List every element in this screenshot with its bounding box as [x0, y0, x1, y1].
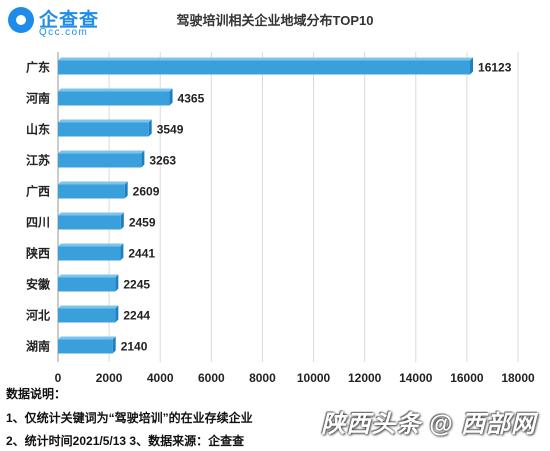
- bar-2: [58, 122, 149, 137]
- category-label-7: 安徽: [26, 277, 51, 292]
- qcc-logo-icon: [8, 7, 34, 33]
- bar-top-9: [58, 336, 116, 340]
- x-tick-label-6: 12000: [348, 371, 382, 385]
- bar-side-1: [169, 88, 173, 106]
- bar-9: [58, 339, 113, 354]
- bar-side-7: [115, 274, 119, 292]
- bar-side-3: [141, 150, 145, 168]
- value-label-0: 16123: [478, 61, 512, 75]
- bar-0: [58, 60, 471, 75]
- bar-side-5: [120, 212, 124, 230]
- bar-3: [58, 153, 142, 168]
- category-label-5: 四川: [26, 216, 50, 230]
- x-tick-label-8: 16000: [450, 371, 484, 385]
- category-label-1: 河南: [25, 91, 50, 106]
- notes-heading: 数据说明：: [6, 387, 67, 401]
- category-label-2: 山东: [26, 122, 50, 137]
- bar-top-6: [58, 243, 124, 247]
- value-label-4: 2609: [133, 185, 160, 199]
- bar-top-5: [58, 212, 124, 216]
- x-tick-label-3: 6000: [198, 371, 225, 385]
- bar-top-7: [58, 274, 119, 278]
- value-label-2: 3549: [157, 123, 184, 137]
- value-label-9: 2140: [121, 340, 148, 354]
- value-label-6: 2441: [128, 247, 155, 261]
- bar-8: [58, 308, 116, 323]
- x-tick-label-2: 4000: [147, 371, 174, 385]
- logo-name-en: Qcc.com: [39, 27, 89, 38]
- bar-side-0: [470, 57, 474, 75]
- value-label-5: 2459: [129, 216, 156, 230]
- bar-6: [58, 246, 121, 261]
- bar-side-6: [120, 243, 124, 261]
- value-label-1: 4365: [178, 92, 205, 106]
- category-label-9: 湖南: [26, 339, 50, 354]
- qcc-logo: 企查查 Qcc.com: [8, 6, 126, 40]
- value-label-7: 2245: [123, 278, 150, 292]
- bar-top-4: [58, 181, 128, 185]
- value-label-8: 2244: [123, 309, 150, 323]
- category-label-3: 江苏: [26, 153, 50, 168]
- bar-top-2: [58, 119, 152, 123]
- x-tick-label-1: 2000: [96, 371, 123, 385]
- bar-7: [58, 277, 116, 292]
- x-tick-label-5: 10000: [297, 371, 331, 385]
- value-label-3: 3263: [149, 154, 176, 168]
- bar-4: [58, 184, 125, 199]
- logo-name-cn: 企查查: [39, 10, 100, 31]
- category-label-8: 河北: [25, 308, 50, 323]
- x-tick-label-4: 8000: [249, 371, 276, 385]
- chart-title: 驾驶培训相关企业地域分布TOP10: [176, 13, 374, 28]
- bar-5: [58, 215, 121, 230]
- bar-side-4: [124, 181, 128, 199]
- bar-side-2: [148, 119, 152, 137]
- x-tick-label-0: 0: [55, 371, 62, 385]
- bar-1: [58, 91, 170, 106]
- bar-top-1: [58, 88, 173, 92]
- notes-line-2: 2、统计时间2021/5/13 3、数据来源：企查查: [6, 434, 245, 448]
- bar-top-0: [58, 57, 474, 61]
- x-tick-label-9: 18000: [501, 371, 535, 385]
- notes-line-1: 1、仅统计关键词为“驾驶培训”的在业存续企业: [6, 411, 253, 425]
- category-label-4: 广西: [26, 184, 50, 199]
- bar-side-8: [115, 305, 119, 323]
- bar-top-8: [58, 305, 119, 309]
- x-tick-label-7: 14000: [399, 371, 433, 385]
- bar-top-3: [58, 150, 145, 154]
- bar-side-9: [112, 336, 116, 354]
- watermark: 陕西头条 @ 西部网: [321, 411, 536, 438]
- category-label-6: 陕西: [26, 246, 50, 261]
- category-label-0: 广东: [26, 60, 50, 75]
